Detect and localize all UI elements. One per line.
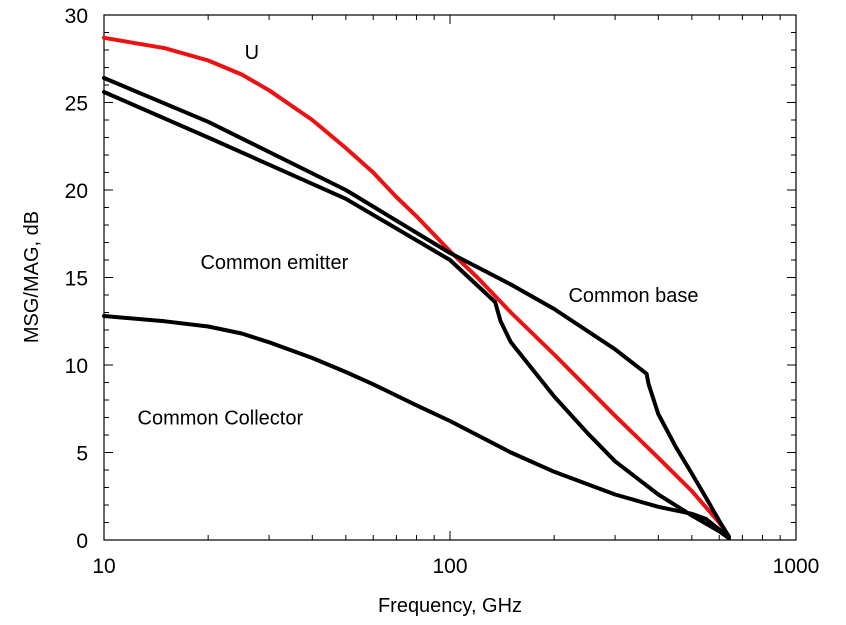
series-common-emitter-line — [102, 90, 731, 541]
tick-marks — [103, 14, 797, 541]
x-axis-label: Frequency, GHz — [378, 595, 522, 617]
y-tick-labels: 0 5 10 15 20 25 30 — [65, 5, 88, 553]
y-tick-label: 25 — [65, 93, 88, 116]
y-tick-label: 5 — [76, 443, 88, 466]
y-axis-label: MSG/MAG, dB — [21, 211, 43, 343]
x-tick-labels: 10 100 1000 — [92, 555, 819, 578]
annotation-common-emitter: Common emitter — [200, 252, 348, 274]
annotation-u: U — [245, 42, 259, 64]
x-tick-label: 1000 — [773, 555, 820, 578]
series-lines — [102, 35, 731, 541]
x-tick-label: 10 — [92, 555, 115, 578]
y-tick-label: 30 — [65, 5, 88, 28]
y-tick-label: 10 — [65, 355, 88, 378]
annotations: U Common emitter Common base Common Collect… — [138, 42, 699, 430]
annotation-common-base: Common base — [568, 285, 698, 307]
plot-frame — [103, 14, 797, 541]
annotation-common-collector: Common Collector — [138, 408, 304, 430]
series-u-line — [102, 35, 731, 539]
y-tick-label: 15 — [65, 268, 88, 291]
x-tick-label: 100 — [432, 555, 467, 578]
y-tick-label: 0 — [76, 530, 88, 553]
series-common-base-line — [102, 76, 731, 539]
series-common-collector-line — [102, 314, 731, 541]
y-tick-label: 20 — [65, 180, 88, 203]
